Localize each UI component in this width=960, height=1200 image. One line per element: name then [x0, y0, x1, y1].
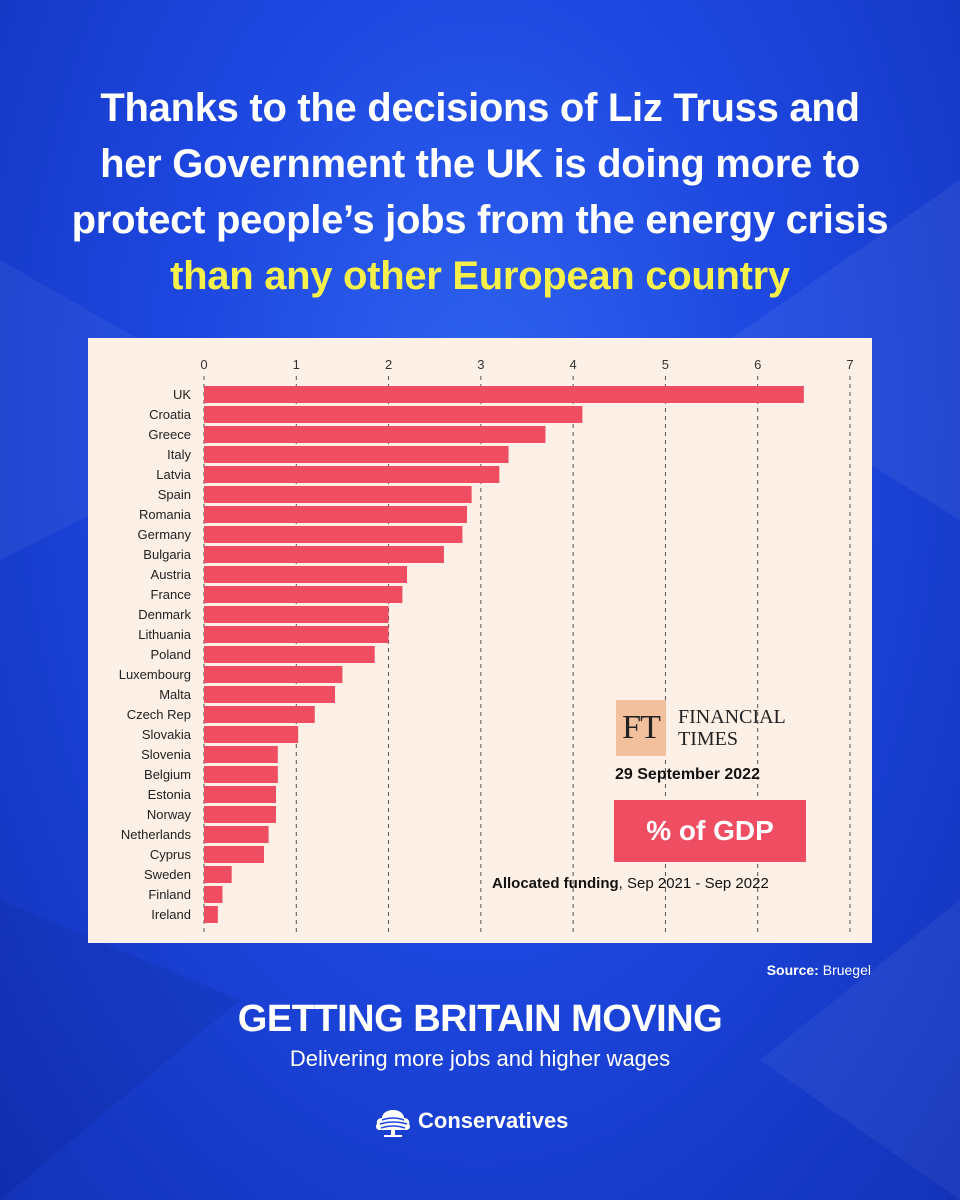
bar-poland — [204, 646, 375, 663]
x-tick-label: 7 — [846, 357, 853, 372]
bar-czech-rep — [204, 706, 315, 723]
gdp-badge: % of GDP — [614, 800, 806, 862]
bar-spain — [204, 486, 472, 503]
category-label: Sweden — [144, 867, 191, 882]
category-label: Finland — [148, 887, 191, 902]
bar-chart: 0 1 2 3 4 5 6 7 UK Croatia Greece Italy Latvia Spain R… — [119, 357, 854, 934]
x-tick-label: 4 — [570, 357, 577, 372]
category-label: Denmark — [138, 607, 191, 622]
bar-croatia — [204, 406, 583, 423]
bar-uk — [204, 386, 804, 403]
category-label: Germany — [138, 527, 192, 542]
category-label: Estonia — [148, 787, 192, 802]
category-label: Lithuania — [138, 627, 192, 642]
brand: Conservatives — [374, 1104, 594, 1140]
ft-date: 29 September 2022 — [615, 766, 760, 783]
bar-austria — [204, 566, 408, 583]
category-label: Luxembourg — [119, 667, 191, 682]
headline-line-2: her Government the UK is doing more to — [100, 142, 860, 186]
category-label: Greece — [148, 427, 191, 442]
source-note: Source: Bruegel — [767, 962, 871, 978]
category-label: Italy — [167, 447, 191, 462]
source-value: Bruegel — [822, 962, 871, 978]
category-label: Belgium — [144, 767, 191, 782]
x-tick-label: 0 — [200, 357, 207, 372]
bar-france — [204, 586, 403, 603]
category-label: Croatia — [149, 407, 192, 422]
bar-slovakia — [204, 726, 299, 743]
bar-netherlands — [204, 826, 269, 843]
bar-latvia — [204, 466, 500, 483]
bar-denmark — [204, 606, 389, 623]
category-label: Malta — [159, 687, 192, 702]
bar-bulgaria — [204, 546, 444, 563]
headline-line-3: protect people’s jobs from the energy cr… — [71, 198, 889, 242]
allocated-period: , Sep 2021 - Sep 2022 — [618, 875, 769, 892]
x-tick-label: 2 — [385, 357, 392, 372]
x-tick-label: 5 — [662, 357, 669, 372]
category-label: France — [151, 587, 191, 602]
bar-greece — [204, 426, 546, 443]
ft-name: FINANCIAL TIMES — [678, 706, 828, 750]
category-label: Romania — [139, 507, 192, 522]
bar-luxembourg — [204, 666, 343, 683]
bar-ireland — [204, 906, 218, 923]
chart-card: 0 1 2 3 4 5 6 7 UK Croatia Greece Italy Latvia Spain R… — [88, 338, 872, 943]
bar-germany — [204, 526, 463, 543]
category-label: Latvia — [156, 467, 191, 482]
headline-highlight: than any other European country — [170, 254, 790, 298]
x-tick-label: 6 — [754, 357, 761, 372]
footer-title: GETTING BRITAIN MOVING — [237, 998, 723, 1040]
bar-romania — [204, 506, 468, 523]
bar-sweden — [204, 866, 232, 883]
source-label: Source: — [766, 962, 819, 978]
category-label: Slovakia — [142, 727, 192, 742]
ft-name-line-2: TIMES — [678, 728, 738, 750]
category-label: UK — [173, 387, 191, 402]
x-tick-label: 3 — [477, 357, 484, 372]
ft-logo: FT — [616, 700, 666, 756]
category-label: Czech Rep — [127, 707, 191, 722]
bar-finland — [204, 886, 223, 903]
bar-slovenia — [204, 746, 278, 763]
category-label: Cyprus — [150, 847, 192, 862]
bar-lithuania — [204, 626, 389, 643]
ft-name-line-1: FINANCIAL — [678, 706, 786, 728]
headline: Thanks to the decisions of Liz Truss and… — [40, 80, 920, 304]
category-label: Poland — [151, 647, 191, 662]
category-label: Ireland — [151, 907, 191, 922]
footer-subtitle: Delivering more jobs and higher wages — [289, 1046, 671, 1071]
brand-name: Conservatives — [418, 1108, 569, 1133]
bar-norway — [204, 806, 276, 823]
bar-estonia — [204, 786, 276, 803]
category-label: Slovenia — [141, 747, 192, 762]
bar-cyprus — [204, 846, 264, 863]
category-label: Austria — [151, 567, 192, 582]
tree-icon — [376, 1110, 410, 1137]
allocated-funding-note: Allocated funding, Sep 2021 - Sep 2022 — [492, 875, 769, 892]
allocated-bold: Allocated funding — [492, 875, 619, 892]
bar-belgium — [204, 766, 278, 783]
bar-malta — [204, 686, 336, 703]
bar-italy — [204, 446, 509, 463]
category-label: Spain — [158, 487, 191, 502]
category-label: Netherlands — [121, 827, 192, 842]
category-label: Norway — [147, 807, 192, 822]
x-tick-label: 1 — [293, 357, 300, 372]
headline-line-1: Thanks to the decisions of Liz Truss and — [100, 86, 860, 130]
category-label: Bulgaria — [143, 547, 191, 562]
